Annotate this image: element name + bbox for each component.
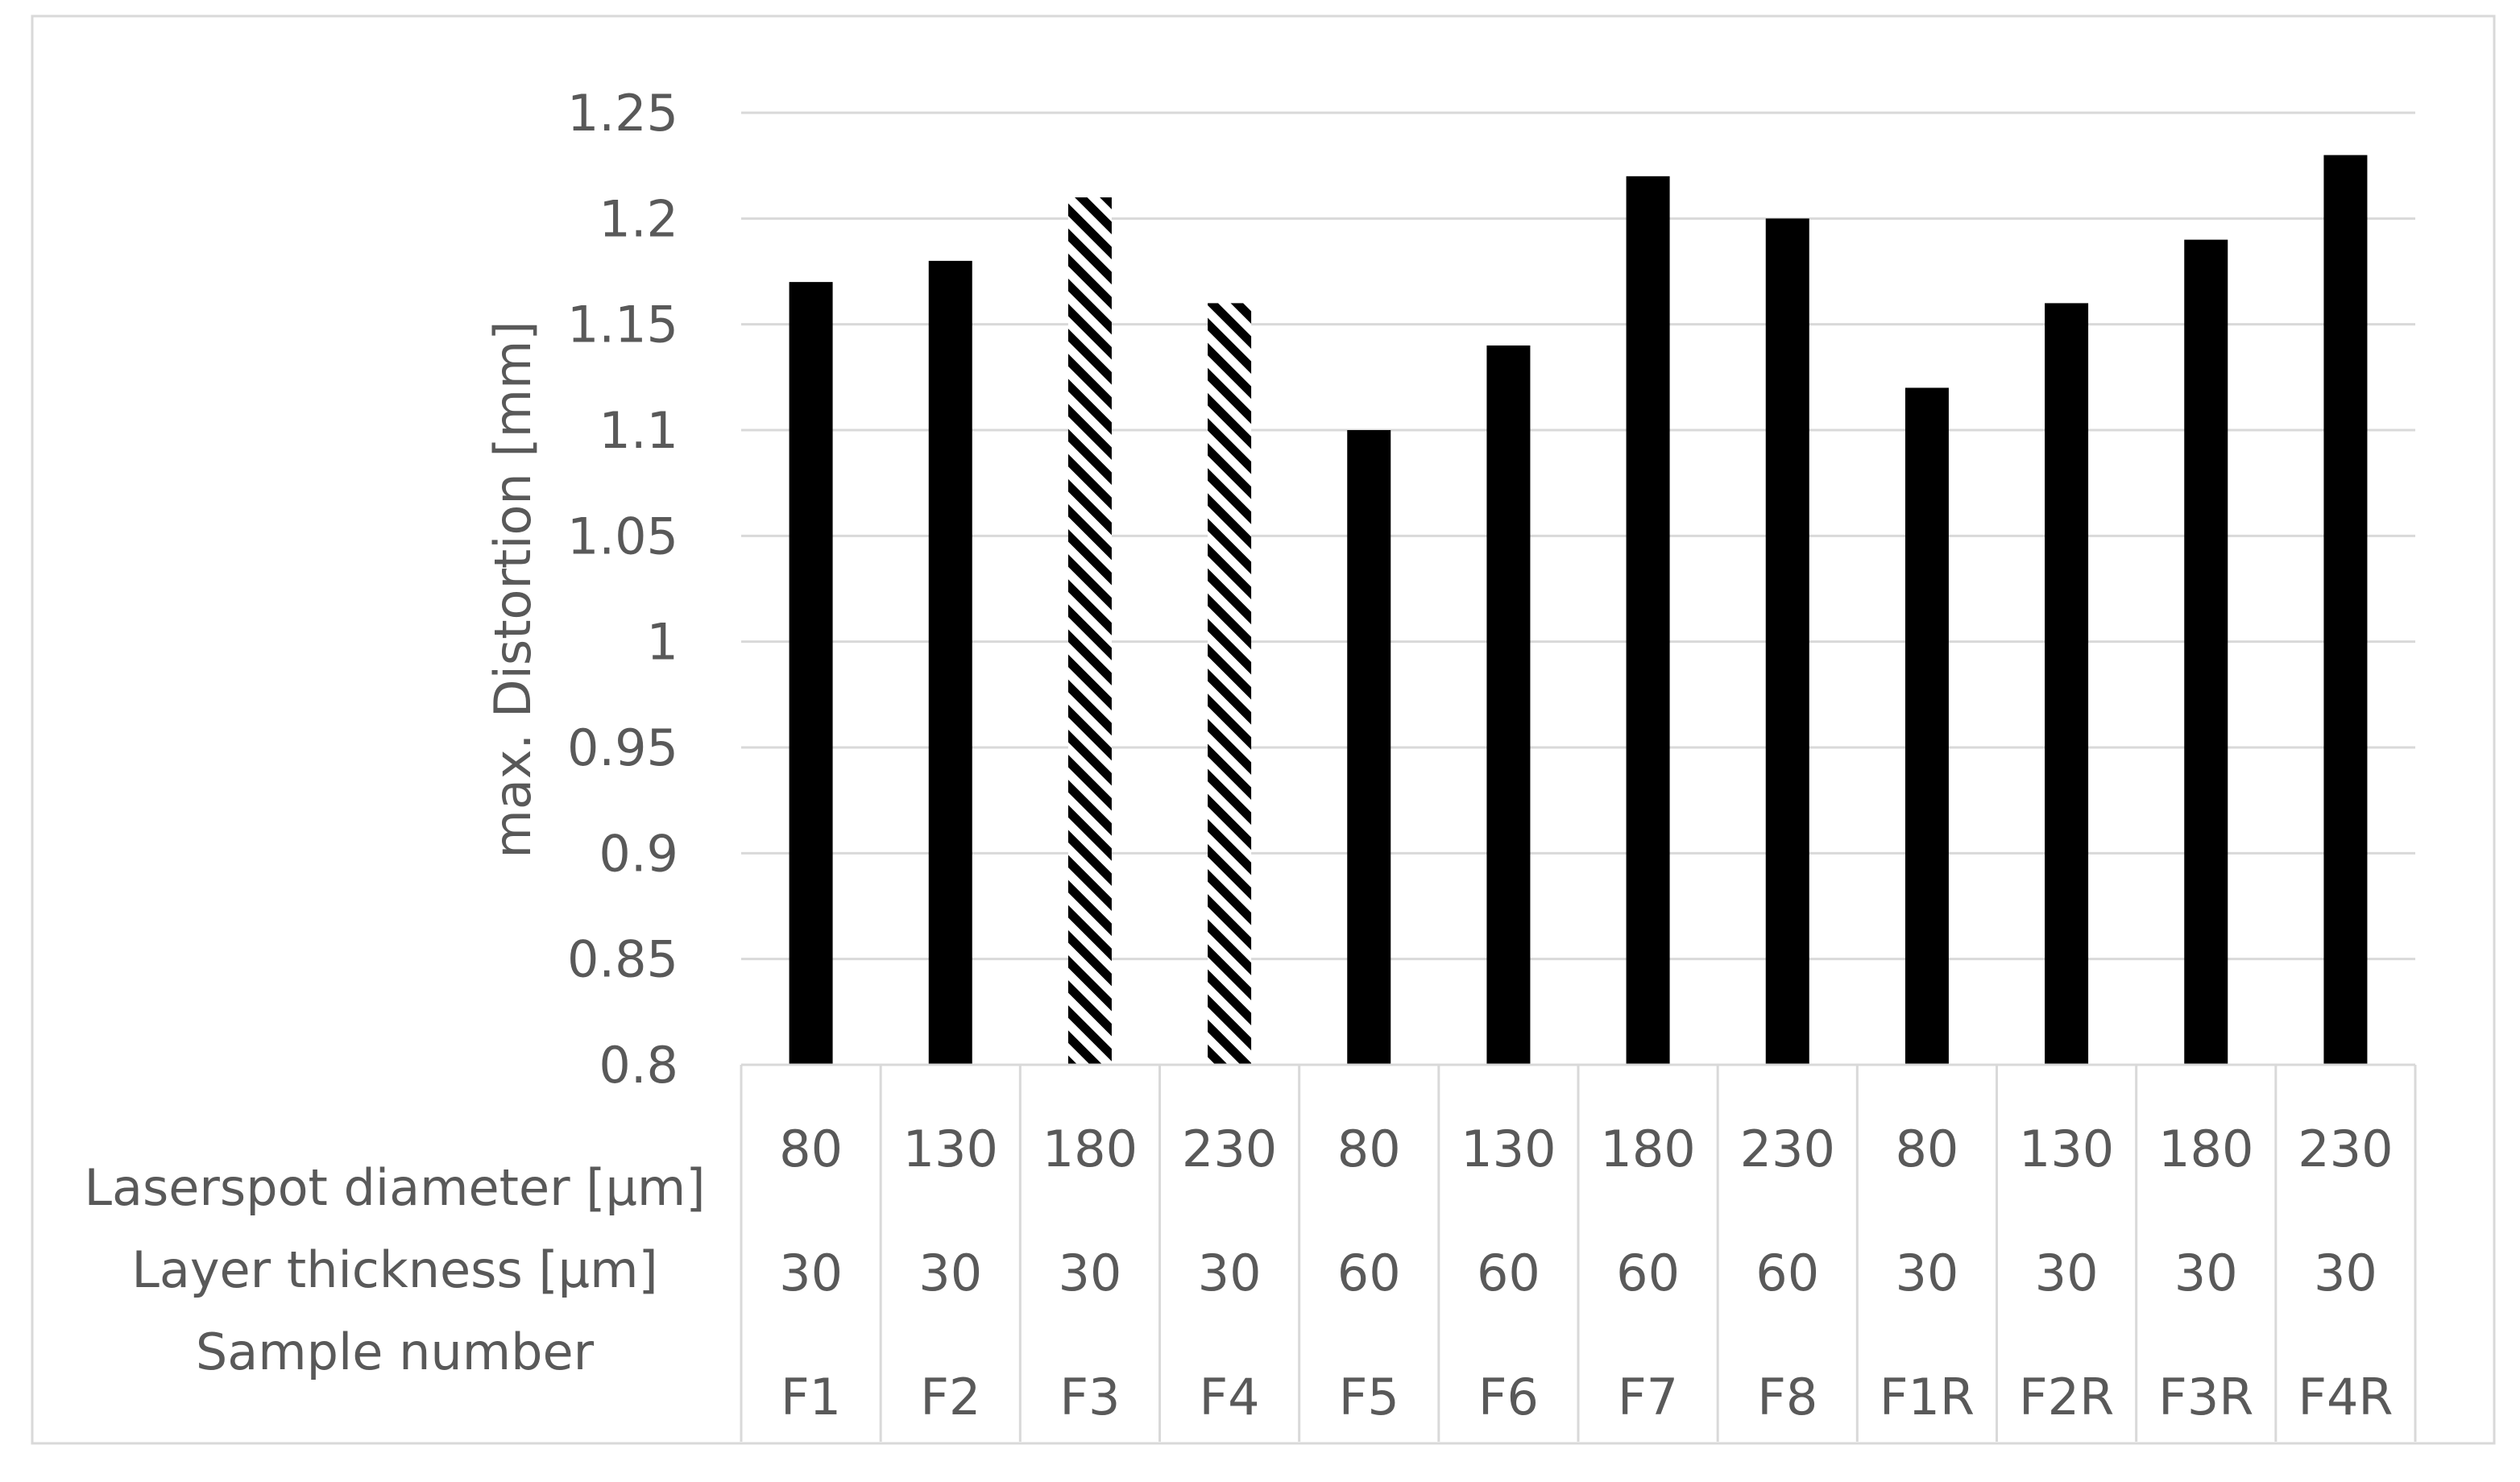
laserspot-diameter-cell: 130 xyxy=(903,1120,998,1178)
layer-thickness-cell: 30 xyxy=(2035,1244,2099,1302)
row-label-laserspot: Laserspot diameter [µm] xyxy=(84,1158,705,1217)
bar-f2r xyxy=(2045,303,2089,1065)
layer-thickness-cell: 60 xyxy=(1477,1244,1540,1302)
sample-number-cell: F7 xyxy=(1618,1368,1678,1426)
laserspot-diameter-cell: 180 xyxy=(2158,1120,2253,1178)
bar-f4 xyxy=(1208,303,1252,1065)
bar-f3r xyxy=(2184,239,2228,1066)
bar-f4r xyxy=(2323,155,2368,1066)
sample-number-cell: F5 xyxy=(1339,1368,1399,1426)
row-label-layer-thickness: Layer thickness [µm] xyxy=(131,1240,657,1299)
sample-number-cell: F2 xyxy=(920,1368,980,1426)
bars xyxy=(789,155,2368,1066)
layer-thickness-cell: 30 xyxy=(1198,1244,1262,1302)
laserspot-diameter-cell: 130 xyxy=(1461,1120,1556,1178)
laserspot-diameter-cell: 230 xyxy=(2298,1120,2393,1178)
laserspot-diameter-cell: 230 xyxy=(1182,1120,1277,1178)
y-tick-label: 0.95 xyxy=(567,718,678,777)
y-tick-label: 1.1 xyxy=(599,401,678,460)
layer-thickness-cell: 60 xyxy=(1616,1244,1680,1302)
bar-f1r xyxy=(1905,387,1949,1065)
y-tick-label: 1.25 xyxy=(567,84,678,143)
y-tick-label: 0.9 xyxy=(599,824,678,883)
layer-thickness-cell: 30 xyxy=(779,1244,843,1302)
sample-number-cell: F2R xyxy=(2019,1368,2114,1426)
bar-f5 xyxy=(1347,430,1391,1065)
layer-thickness-cell: 30 xyxy=(2174,1244,2238,1302)
sample-number-cell: F6 xyxy=(1478,1368,1539,1426)
y-tick-label: 0.8 xyxy=(599,1036,678,1095)
y-tick-label: 1.15 xyxy=(567,296,678,354)
layer-thickness-cell: 30 xyxy=(2314,1244,2377,1302)
sample-number-cell: F8 xyxy=(1757,1368,1817,1426)
layer-thickness-cell: 30 xyxy=(918,1244,982,1302)
gridlines xyxy=(741,111,2415,1066)
sample-number-cell: F4 xyxy=(1200,1368,1260,1426)
y-tick-label: 1.05 xyxy=(567,507,678,565)
sample-number-cell: F3R xyxy=(2158,1368,2253,1426)
bar-f6 xyxy=(1486,345,1531,1065)
y-axis-title: max. Distortion [mm] xyxy=(483,321,542,858)
y-tick-label: 0.85 xyxy=(567,930,678,989)
sample-number-cell: F3 xyxy=(1059,1368,1120,1426)
bar-f3 xyxy=(1067,197,1112,1066)
row-label-sample-number: Sample number xyxy=(196,1323,595,1381)
sample-number-cell: F4R xyxy=(2298,1368,2393,1426)
layer-thickness-cell: 60 xyxy=(1337,1244,1401,1302)
laserspot-diameter-cell: 130 xyxy=(2019,1120,2114,1178)
y-tick-label: 1 xyxy=(647,613,678,672)
bar-f8 xyxy=(1765,218,1809,1065)
bar-f1 xyxy=(789,282,833,1066)
chart-frame xyxy=(31,14,2496,1445)
laserspot-diameter-cell: 80 xyxy=(1337,1120,1401,1178)
y-axis-ticks: 0.8 0.85 0.9 0.95 1 1.05 1.1 1.15 1.2 1.25 xyxy=(567,84,678,1095)
sample-number-cell: F1R xyxy=(1880,1368,1975,1426)
laserspot-diameter-cell: 180 xyxy=(1600,1120,1695,1178)
bar-f2 xyxy=(928,260,972,1065)
layer-thickness-cell: 60 xyxy=(1755,1244,1819,1302)
sample-number-cell: F1 xyxy=(781,1368,841,1426)
laserspot-diameter-cell: 80 xyxy=(779,1120,843,1178)
layer-thickness-cell: 30 xyxy=(1895,1244,1958,1302)
laserspot-diameter-cell: 180 xyxy=(1042,1120,1138,1178)
y-tick-label: 1.2 xyxy=(599,189,678,248)
bar-f7 xyxy=(1626,176,1670,1065)
category-table: 80 130 180 230 80 130 180 230 80 130 180 230 30 30 30 3… xyxy=(740,1063,2417,1442)
laserspot-diameter-cell: 80 xyxy=(1895,1120,1958,1178)
layer-thickness-cell: 30 xyxy=(1058,1244,1121,1302)
laserspot-diameter-cell: 230 xyxy=(1740,1120,1835,1178)
